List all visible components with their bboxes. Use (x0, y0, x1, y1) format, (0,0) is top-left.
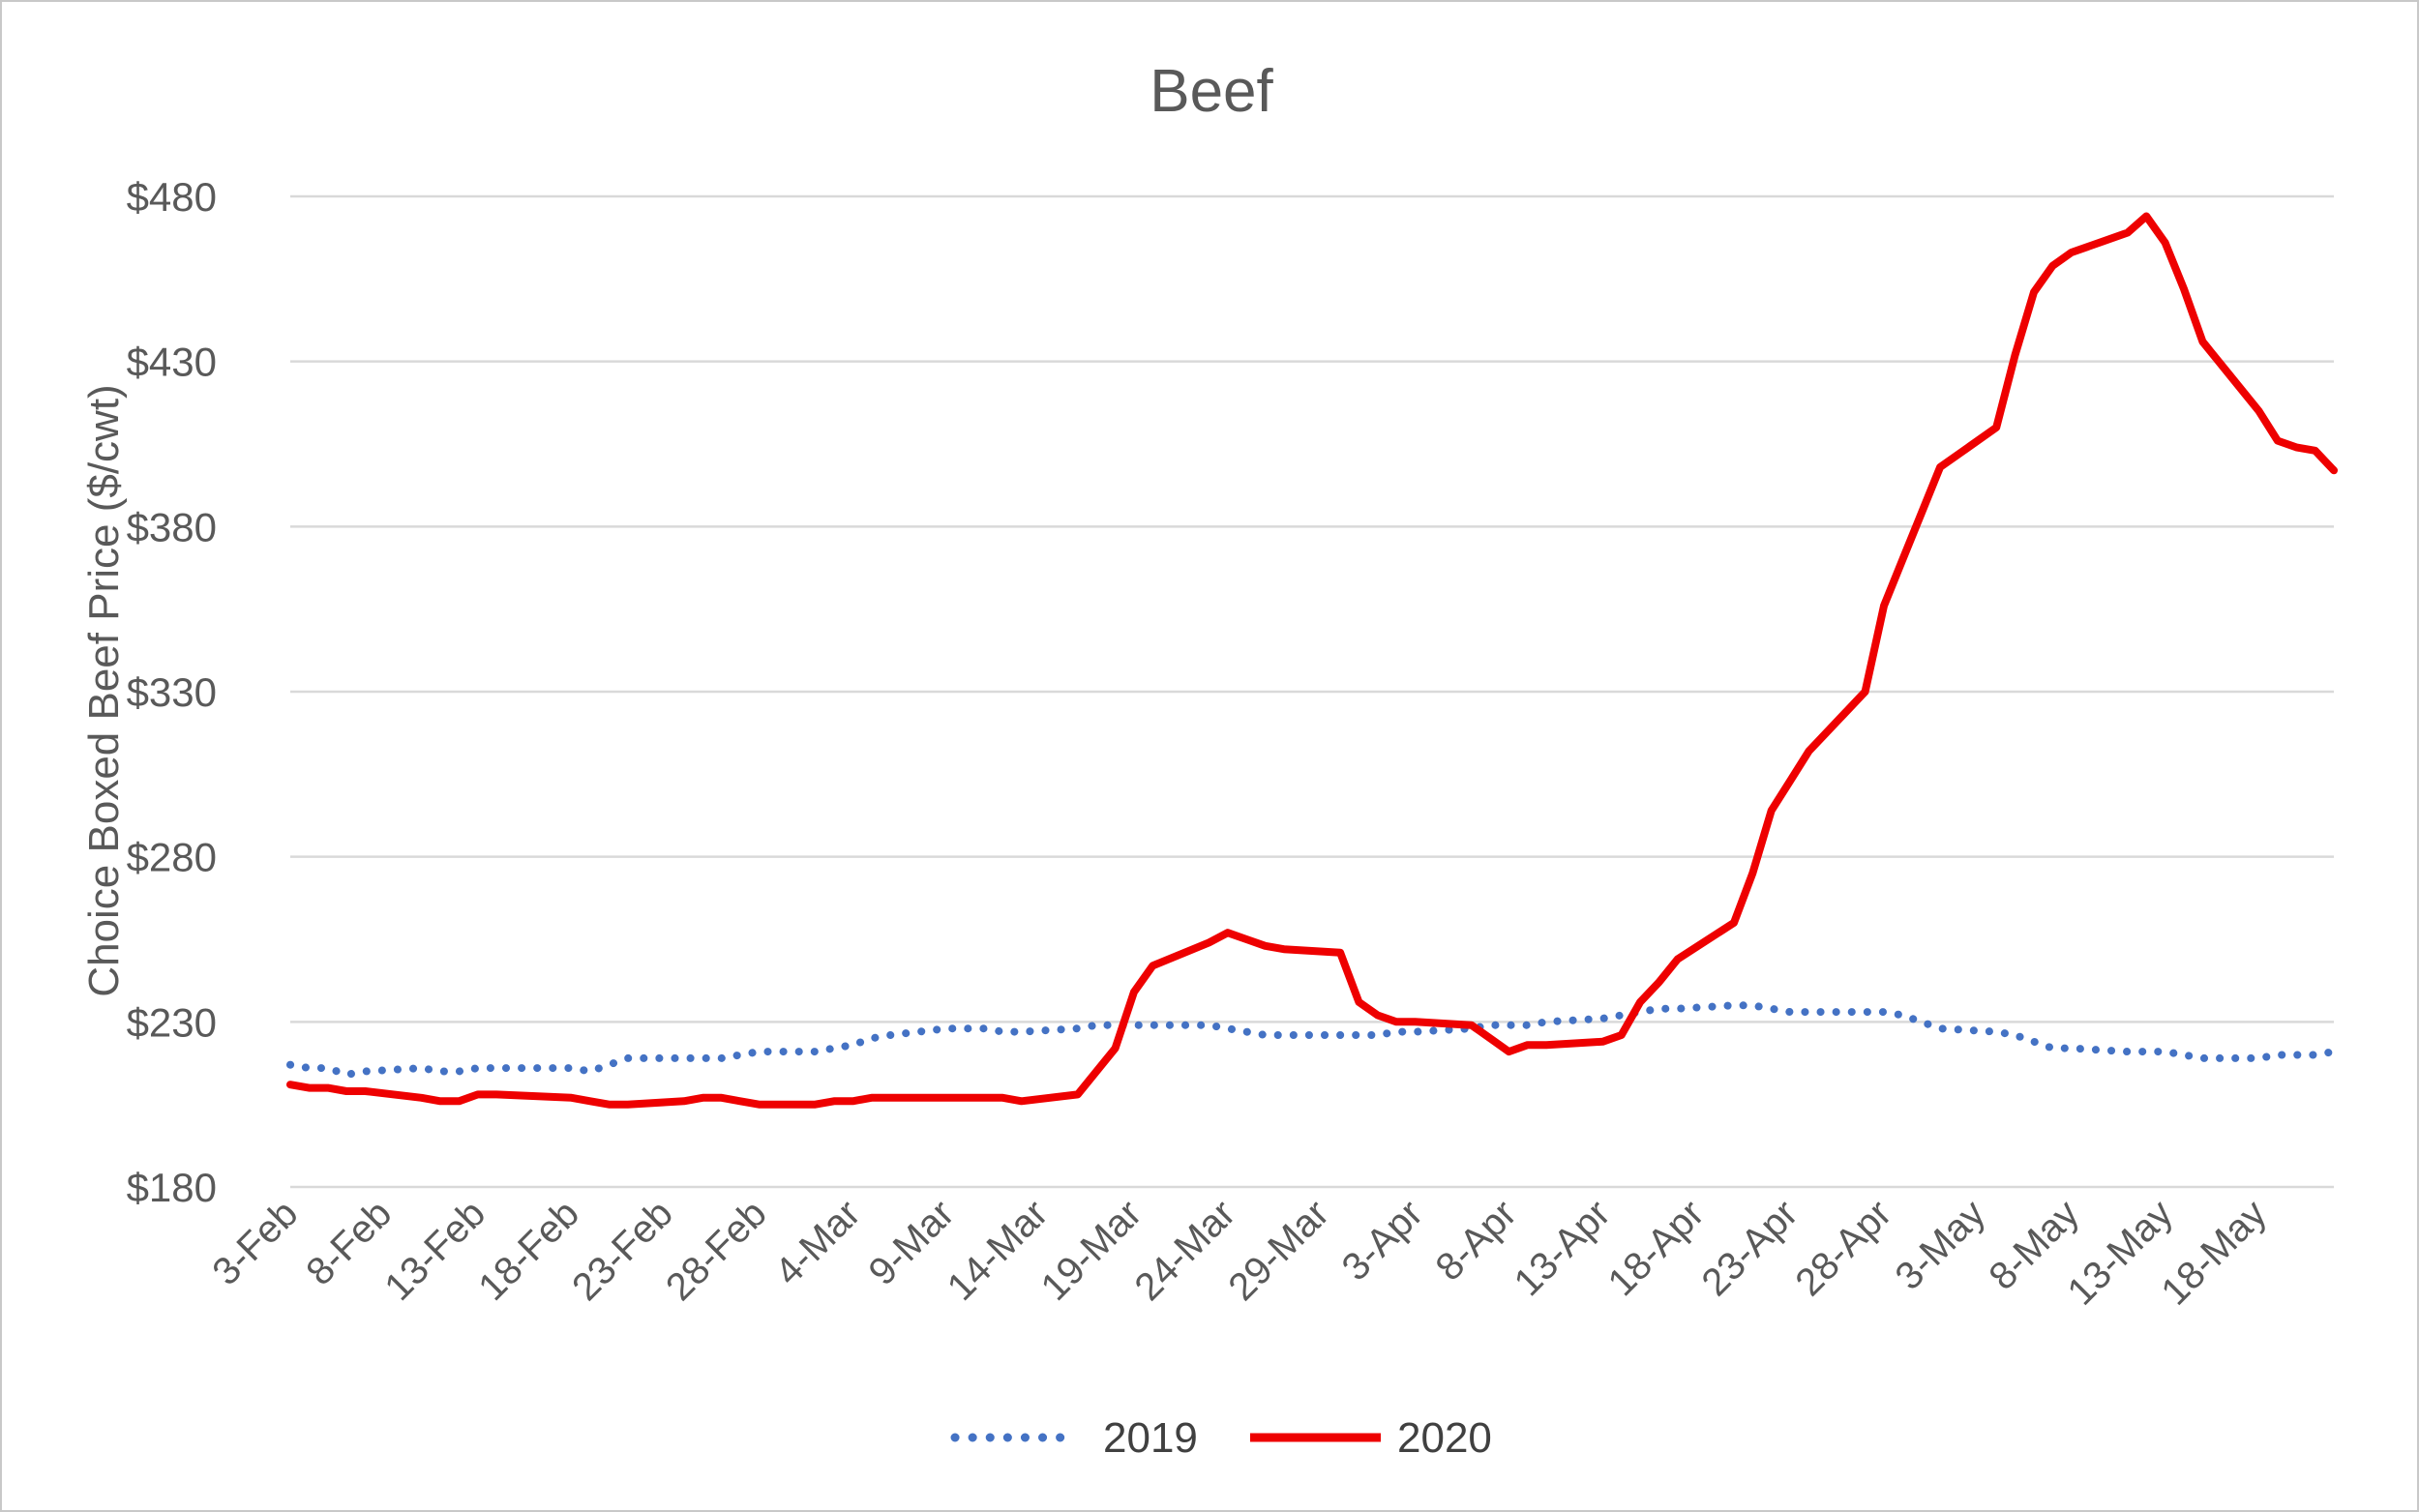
y-tick-label: $180 (127, 1165, 217, 1210)
y-tick-label: $380 (127, 504, 217, 549)
y-axis-ticks: $180 $230 $280 $330 $380 $430 $480 (127, 174, 217, 1210)
x-tick-label: 4-Mar (767, 1192, 869, 1293)
chart-title: Beef (1150, 58, 1273, 125)
x-tick-label: 18-Feb (470, 1192, 587, 1309)
x-tick-label: 3-Feb (204, 1192, 306, 1293)
x-tick-label: 13-Feb (376, 1192, 493, 1309)
y-tick-label: $230 (127, 999, 217, 1045)
x-tick-label: 23-Feb (564, 1192, 681, 1309)
x-tick-label: 18-Apr (1600, 1192, 1713, 1304)
x-tick-label: 3-Apr (1334, 1192, 1431, 1289)
y-tick-label: $330 (127, 669, 217, 715)
legend: 2019 2020 (950, 1414, 1492, 1462)
x-tick-label: 14-Mar (940, 1192, 1057, 1309)
x-tick-label: 23-Apr (1693, 1192, 1806, 1304)
series-line-2019 (286, 1001, 2338, 1079)
y-tick-label: $480 (127, 174, 217, 220)
legend-label-2020: 2020 (1397, 1414, 1492, 1462)
gridlines (290, 194, 2334, 1189)
x-tick-label: 28-Apr (1787, 1192, 1899, 1304)
x-axis-ticks: 3-Feb8-Feb13-Feb18-Feb23-Feb28-Feb4-Mar9… (204, 1192, 2275, 1313)
x-tick-label: 28-Feb (658, 1192, 775, 1309)
x-tick-label: 3-May (1888, 1192, 1994, 1298)
x-tick-label: 19-Mar (1033, 1192, 1150, 1309)
y-tick-label: $430 (127, 340, 217, 385)
legend-label-2019: 2019 (1103, 1414, 1198, 1462)
x-tick-label: 13-Apr (1507, 1192, 1619, 1304)
y-axis-label: Choice Boxed Beef Price ($/cwt) (80, 384, 128, 996)
x-tick-label: 29-Mar (1220, 1192, 1337, 1309)
y-tick-label: $280 (127, 835, 217, 880)
x-tick-label: 24-Mar (1126, 1192, 1243, 1309)
series-lines (286, 212, 2338, 1109)
x-tick-label: 13-May (2060, 1192, 2181, 1313)
x-tick-label: 18-May (2153, 1192, 2274, 1313)
series-line-2020 (286, 212, 2338, 1109)
